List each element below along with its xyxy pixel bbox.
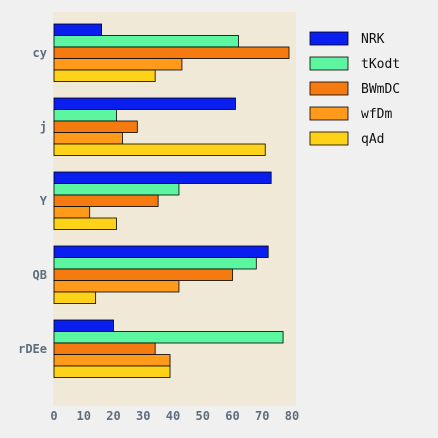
x-tick-label: 30 bbox=[136, 409, 150, 423]
x-tick-label: 60 bbox=[225, 409, 239, 423]
y-tick-label: rDEe bbox=[18, 342, 47, 356]
bar-QB-tKodt bbox=[53, 257, 257, 270]
bar-rDEe-NRK bbox=[53, 319, 114, 332]
x-tick-label: 80 bbox=[285, 409, 299, 423]
legend-label-BWmDC: BWmDC bbox=[361, 82, 400, 97]
bar-cy-tKodt bbox=[53, 35, 239, 48]
bar-cy-qAd bbox=[53, 69, 156, 82]
bar-Y-wfDm bbox=[53, 206, 91, 219]
y-tick-label: Y bbox=[40, 194, 48, 208]
y-axis-ticks: cy j Y QB rDEe bbox=[18, 46, 48, 356]
bar-QB-qAd bbox=[53, 291, 97, 304]
legend-label-qAd: qAd bbox=[361, 132, 384, 147]
legend-label-tKodt: tKodt bbox=[361, 57, 400, 72]
x-tick-label: 0 bbox=[50, 409, 57, 423]
bar-rDEe-tKodt bbox=[53, 331, 284, 344]
legend-label-NRK: NRK bbox=[361, 32, 385, 47]
legend-swatch-BWmDC bbox=[309, 81, 349, 96]
bar-QB-NRK bbox=[53, 245, 269, 258]
bar-j-tKodt bbox=[53, 109, 117, 122]
bar-Y-BWmDC bbox=[53, 194, 159, 207]
legend-swatch-qAd bbox=[309, 131, 349, 146]
y-tick-label: j bbox=[40, 120, 47, 134]
bars-group bbox=[53, 23, 290, 378]
x-tick-label: 10 bbox=[77, 409, 91, 423]
bar-cy-BWmDC bbox=[53, 46, 290, 59]
bar-j-BWmDC bbox=[53, 120, 138, 133]
legend-label-wfDm: wfDm bbox=[361, 107, 392, 122]
y-tick-label: QB bbox=[33, 268, 47, 282]
bar-rDEe-BWmDC bbox=[53, 342, 156, 355]
bar-j-NRK bbox=[53, 97, 236, 110]
bar-cy-wfDm bbox=[53, 58, 183, 71]
legend: NRK tKodt BWmDC wfDm qAd bbox=[309, 31, 400, 147]
bar-j-qAd bbox=[53, 143, 266, 156]
bar-rDEe-qAd bbox=[53, 365, 171, 378]
bar-QB-wfDm bbox=[53, 280, 180, 293]
x-axis-ticks: 0 10 20 30 40 50 60 70 80 bbox=[50, 409, 299, 423]
bar-Y-NRK bbox=[53, 171, 272, 184]
legend-swatch-wfDm bbox=[309, 106, 349, 121]
x-tick-label: 70 bbox=[255, 409, 269, 423]
bar-QB-BWmDC bbox=[53, 268, 233, 281]
bar-j-wfDm bbox=[53, 132, 123, 145]
bar-rDEe-wfDm bbox=[53, 354, 171, 367]
x-tick-label: 40 bbox=[166, 409, 180, 423]
x-tick-label: 20 bbox=[106, 409, 120, 423]
legend-swatch-tKodt bbox=[309, 56, 349, 71]
y-tick-label: cy bbox=[33, 46, 47, 60]
bar-Y-qAd bbox=[53, 217, 117, 230]
legend-swatch-NRK bbox=[309, 31, 349, 46]
x-tick-label: 50 bbox=[196, 409, 210, 423]
bar-Y-tKodt bbox=[53, 183, 180, 196]
bar-cy-NRK bbox=[53, 23, 102, 36]
